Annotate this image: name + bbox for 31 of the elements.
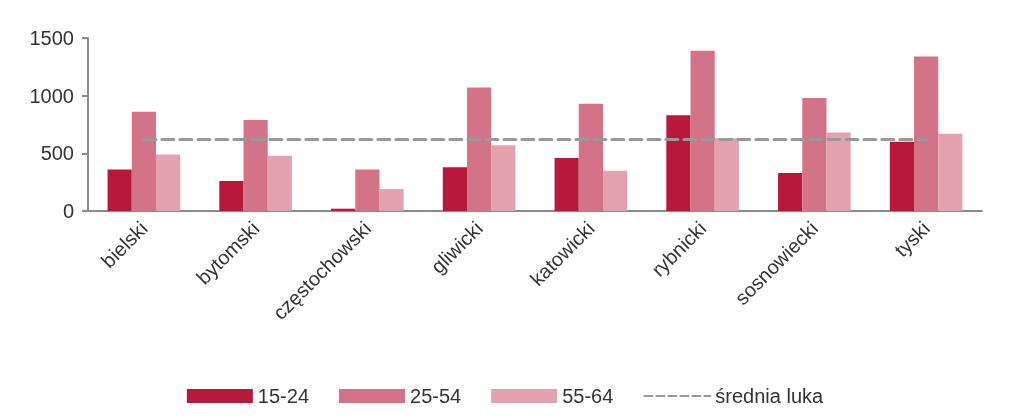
bar — [578, 103, 603, 211]
bar — [131, 111, 156, 211]
y-tick-label: 1500 — [29, 27, 74, 49]
bar — [602, 170, 628, 211]
bar — [355, 169, 380, 211]
bar — [107, 169, 132, 211]
bar — [155, 154, 181, 211]
bar — [491, 145, 516, 211]
bar — [914, 56, 939, 211]
bar — [778, 172, 803, 211]
bar — [666, 115, 691, 211]
y-tick-label: 1000 — [29, 84, 74, 107]
bar — [714, 138, 739, 211]
bar — [938, 133, 963, 211]
bar — [802, 97, 827, 211]
bar — [219, 181, 244, 211]
y-tick-label: 500 — [40, 142, 74, 165]
bar — [442, 167, 468, 211]
bar — [889, 141, 915, 211]
bar — [467, 87, 492, 211]
legend-label: 15-24 — [257, 385, 310, 407]
bar — [554, 157, 579, 211]
legend-label: 55-64 — [562, 385, 614, 407]
legend-label: 25-54 — [410, 385, 462, 407]
y-tick-label: 0 — [62, 200, 74, 222]
bar — [826, 132, 851, 211]
bar — [379, 189, 404, 211]
bar — [243, 119, 268, 211]
bar — [690, 50, 715, 211]
bar — [267, 155, 292, 211]
legend-label: średnia luka — [715, 385, 825, 407]
